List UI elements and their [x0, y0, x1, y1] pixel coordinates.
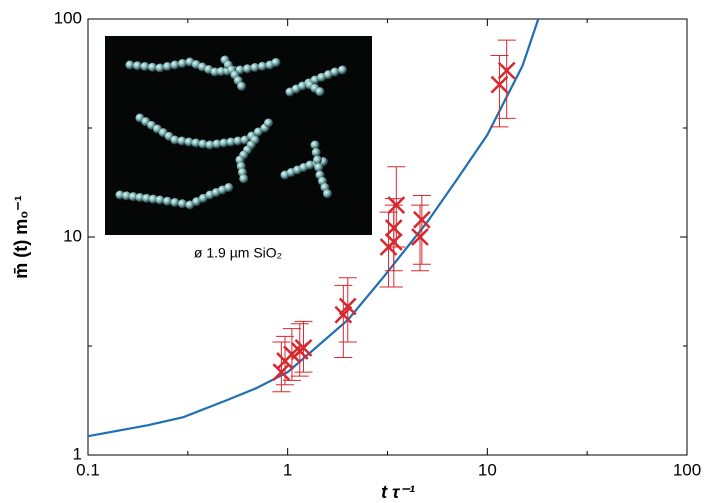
- bead: [315, 87, 325, 97]
- bead: [212, 139, 222, 149]
- bead: [135, 193, 145, 202]
- y-axis-label: m̄ (t) m₀⁻¹: [11, 195, 31, 279]
- bead: [226, 137, 236, 147]
- bead: [148, 194, 158, 204]
- y-tick-label: 100: [54, 8, 82, 27]
- x-axis-label: t τ⁻¹: [381, 482, 415, 502]
- data-point: [412, 210, 431, 229]
- bead: [198, 139, 208, 149]
- bead: [323, 189, 332, 199]
- bead: [330, 67, 340, 77]
- bead: [338, 65, 347, 75]
- inset-caption: ø 1.9 µm SiO₂: [194, 245, 282, 261]
- data-point: [294, 338, 313, 357]
- x-tick-label: 0.1: [76, 460, 100, 479]
- bead: [178, 199, 187, 209]
- error-bar: [412, 195, 431, 265]
- bead: [148, 62, 157, 72]
- data-point: [384, 232, 403, 251]
- error-bar: [334, 284, 353, 359]
- bead: [219, 138, 229, 148]
- bead: [253, 127, 263, 137]
- bead: [240, 135, 250, 145]
- error-bar: [272, 341, 291, 393]
- bead: [310, 140, 320, 150]
- error-bar: [497, 39, 516, 119]
- data-point: [497, 61, 516, 80]
- data-point: [272, 363, 291, 381]
- bead: [258, 61, 267, 71]
- bead: [311, 148, 321, 157]
- data-point: [334, 305, 353, 324]
- bead: [170, 135, 180, 145]
- data-point: [411, 228, 429, 246]
- bead: [205, 140, 215, 150]
- data-point: [490, 75, 509, 94]
- bead: [163, 62, 172, 71]
- bead: [155, 195, 165, 205]
- data-point: [338, 297, 357, 316]
- bead: [155, 63, 165, 73]
- bead: [163, 196, 172, 206]
- bead: [140, 62, 150, 71]
- bead: [178, 59, 187, 68]
- bead: [233, 136, 243, 146]
- bead: [313, 155, 322, 165]
- bead: [243, 64, 252, 74]
- bead: [264, 118, 273, 128]
- bead: [170, 198, 180, 207]
- bead: [133, 61, 142, 71]
- x-tick-label: 10: [478, 460, 497, 479]
- bead: [128, 192, 138, 202]
- y-tick-label: 10: [63, 226, 82, 245]
- bead: [239, 174, 249, 184]
- bead: [177, 136, 187, 146]
- bead: [224, 183, 234, 192]
- error-bar: [490, 55, 509, 128]
- bead: [170, 60, 180, 70]
- y-tick-label: 1: [73, 444, 82, 463]
- bead: [314, 163, 324, 172]
- bead: [192, 197, 202, 207]
- error-bar: [384, 204, 403, 288]
- bead: [115, 190, 125, 200]
- error-bar: [338, 277, 357, 343]
- x-tick-label: 100: [673, 460, 701, 479]
- x-tick-label: 1: [283, 460, 292, 479]
- inset-image: [105, 36, 372, 235]
- bead: [191, 138, 201, 148]
- bead: [271, 58, 281, 67]
- bead: [125, 60, 135, 70]
- bead: [237, 81, 247, 91]
- bead: [122, 191, 132, 201]
- bead: [184, 137, 194, 147]
- bead: [142, 193, 152, 203]
- bead: [198, 193, 208, 203]
- bead: [185, 200, 195, 210]
- bead: [250, 63, 260, 72]
